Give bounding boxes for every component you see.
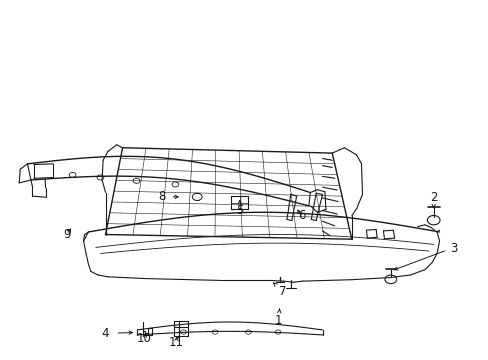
Text: 4: 4 [102,327,109,340]
Text: 7: 7 [273,283,285,298]
Text: 6: 6 [297,210,305,222]
Text: 11: 11 [168,336,183,348]
Text: 1: 1 [274,309,282,327]
Text: 5: 5 [235,201,243,217]
Text: 9: 9 [62,228,70,241]
Text: 3: 3 [449,242,457,255]
Text: 2: 2 [429,191,437,208]
Text: 10: 10 [137,332,152,345]
Text: 8: 8 [158,190,165,203]
